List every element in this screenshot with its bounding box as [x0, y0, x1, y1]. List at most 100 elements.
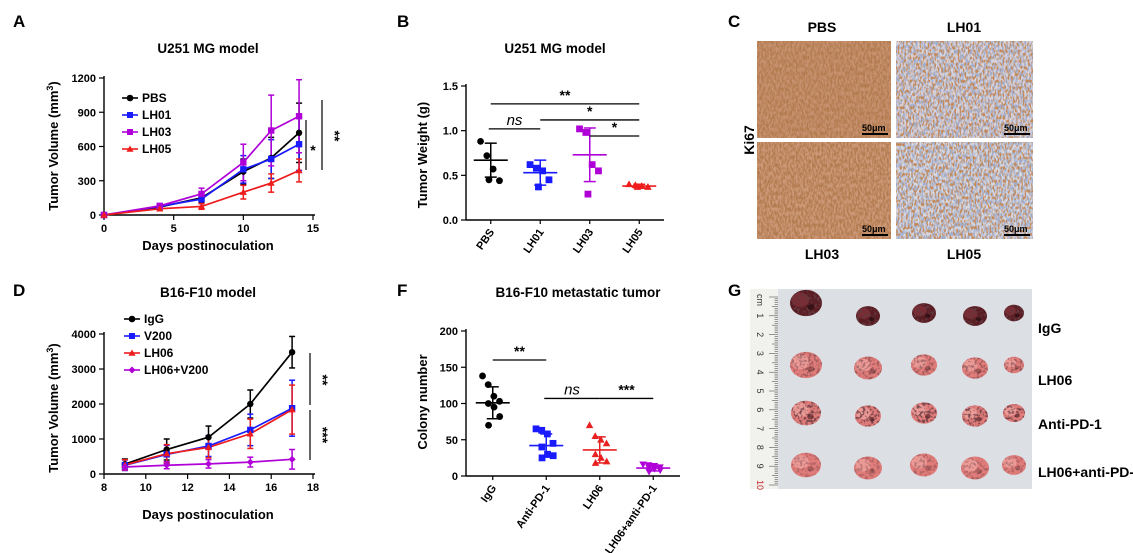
comparison-label: ***	[618, 381, 635, 397]
y-tick-label: 0.0	[443, 215, 458, 227]
data-point-anti-pd-1	[549, 439, 557, 447]
data-point-lh03	[576, 125, 583, 133]
ruler-number: 9	[755, 464, 765, 469]
lung-specimen	[855, 405, 881, 427]
lung-specimen	[962, 405, 988, 427]
data-point-lh01	[240, 166, 247, 173]
data-point-igg	[163, 446, 170, 453]
ihc-image-pbs	[757, 41, 891, 138]
ruler-number: 10	[755, 480, 765, 490]
x-tick-label: 16	[265, 482, 277, 494]
lung-row-label-anti-pd1: Anti-PD-1	[1038, 416, 1102, 432]
panel-f-ylabel: Colony number	[415, 354, 430, 449]
scale-bar-pbs: 50μm	[862, 123, 888, 135]
ruler	[750, 289, 778, 489]
svg-text:50μm: 50μm	[1004, 224, 1028, 234]
data-point-igg	[490, 403, 498, 411]
ruler-number: cm	[755, 294, 765, 306]
data-point-lh06	[288, 405, 296, 413]
lung-specimen	[910, 453, 938, 477]
lung-specimen	[912, 303, 936, 323]
comparison-label: **	[560, 87, 571, 103]
ruler-number: 6	[755, 407, 765, 412]
panel-b-ylabel: Tumor Weight (g)	[415, 102, 430, 208]
legend-item-pbs: PBS	[122, 91, 167, 105]
ihc-row-label: Ki67	[741, 125, 757, 155]
category-label-lh06: LH06	[581, 483, 606, 512]
data-point-lh06-v200	[204, 460, 213, 468]
panel-b-scatter-chart: U251 MG model Tumor Weight (g) 0.0 0.5 1.0…	[415, 41, 664, 256]
data-point-igg	[496, 397, 503, 405]
svg-text:50μm: 50μm	[862, 224, 886, 234]
lung-specimen	[1004, 356, 1024, 374]
lung-specimen	[962, 357, 988, 379]
x-tick-label: 8	[101, 482, 107, 494]
scale-bar-lh05: 50μm	[1004, 224, 1030, 236]
lung-specimen	[790, 351, 822, 379]
ruler-number: 2	[755, 332, 765, 337]
data-point-lh01	[545, 176, 553, 184]
data-point-anti-pd-1	[544, 450, 551, 458]
category-label-lh01: LH01	[521, 227, 546, 256]
data-point-lh06	[246, 430, 254, 437]
comparison-label: ns	[507, 112, 523, 129]
svg-text:LH06: LH06	[144, 346, 174, 360]
data-point-lh06-v200	[163, 461, 171, 469]
y-tick-label: 3000	[72, 364, 96, 376]
category-label-lh05: LH05	[620, 227, 645, 256]
data-point-lh05	[198, 202, 206, 210]
y-tick-label: 0	[90, 210, 96, 222]
data-point-igg	[490, 392, 498, 400]
ihc-label-lh01: LH01	[947, 19, 981, 35]
data-point-anti-pd-1	[549, 452, 557, 460]
svg-text:LH01: LH01	[142, 108, 172, 122]
x-tick-label: 5	[171, 223, 177, 235]
panel-label-g: G	[728, 281, 741, 300]
sig-star-d1: **	[315, 375, 331, 386]
svg-text:LH06+V200: LH06+V200	[144, 363, 209, 377]
data-point-lh03	[588, 161, 596, 169]
x-tick-label: 14	[223, 482, 236, 494]
data-point-v200	[247, 426, 254, 434]
x-tick-label: 10	[140, 482, 152, 494]
panel-label-f: F	[397, 281, 407, 300]
category-label-lh06-anti-pd-1: LH06+anti-PD-1	[603, 483, 660, 553]
data-point-lh03	[268, 127, 275, 134]
x-tick-label: 0	[101, 223, 107, 235]
category-label-pbs: PBS	[474, 227, 497, 252]
data-point-lh06-anti-pd-1	[639, 461, 647, 469]
legend-item-lh03: LH03	[122, 125, 172, 139]
legend-item-v200: V200	[124, 329, 172, 343]
svg-text:50μm: 50μm	[862, 123, 886, 133]
panel-a-ylabel: Tumor Volume (mm3)	[45, 81, 61, 211]
panel-d-significance: ** ***	[309, 353, 331, 460]
lung-specimen	[854, 456, 882, 480]
data-point-lh06	[597, 435, 605, 443]
comparison-label: *	[612, 119, 618, 135]
data-point-lh03	[295, 113, 303, 120]
legend-item-lh05: LH05	[122, 142, 172, 156]
data-point-lh03	[584, 190, 592, 198]
data-point-igg	[205, 434, 212, 441]
data-point-pbs	[496, 177, 503, 185]
panel-d-xlabel: Days postinoculation	[142, 507, 274, 522]
panel-f-title: B16-F10 metastatic tumor	[495, 285, 661, 300]
y-tick-label: 900	[78, 107, 96, 119]
photo-background	[750, 289, 1032, 489]
sig-star-a1: *	[310, 142, 316, 158]
y-tick-label: 600	[78, 142, 96, 154]
y-tick-label: 100	[440, 399, 458, 411]
x-tick-label: 18	[307, 482, 319, 494]
y-tick-label: 50	[446, 435, 458, 447]
ihc-label-pbs: PBS	[808, 19, 837, 35]
sig-star-d2: ***	[315, 427, 331, 444]
data-point-lh06-v200	[246, 458, 254, 466]
y-tick-label: 0	[452, 471, 458, 483]
y-tick-label: 200	[440, 326, 458, 338]
ihc-label-lh05: LH05	[947, 246, 981, 262]
svg-text:PBS: PBS	[142, 91, 167, 105]
data-point-igg	[247, 400, 254, 408]
data-point-lh05	[267, 179, 275, 186]
data-point-lh06	[602, 439, 611, 447]
y-tick-label: 1200	[72, 73, 96, 85]
